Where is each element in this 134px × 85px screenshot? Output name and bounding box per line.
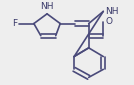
Text: F: F: [12, 19, 18, 28]
Text: NH: NH: [105, 7, 118, 16]
Text: NH: NH: [40, 2, 54, 11]
Text: O: O: [105, 17, 112, 26]
